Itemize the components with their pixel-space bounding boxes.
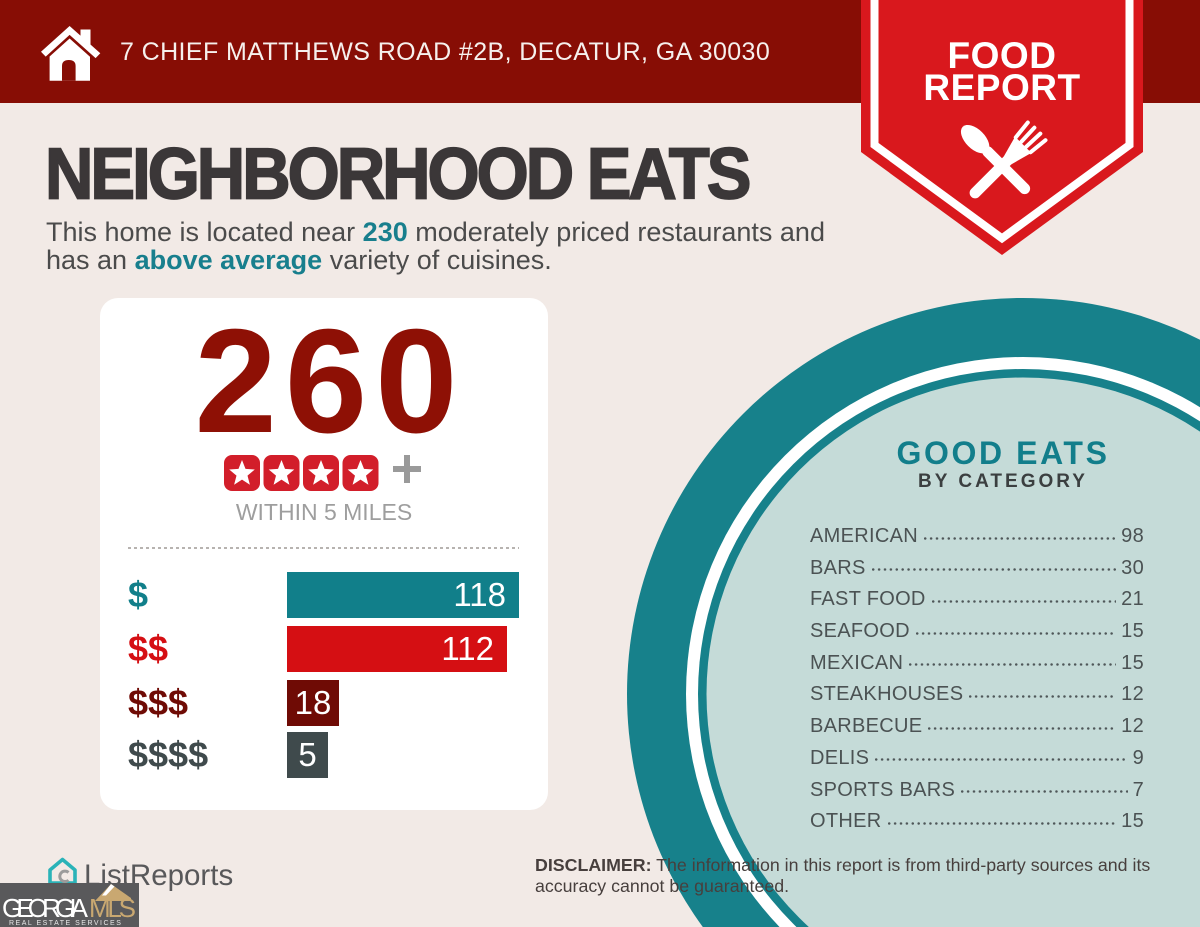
svg-text:FOOD: FOOD <box>948 35 1057 76</box>
svg-text:GEORGIA: GEORGIA <box>2 893 89 923</box>
svg-text:REAL ESTATE SERVICES: REAL ESTATE SERVICES <box>9 920 122 927</box>
svg-text:MLS: MLS <box>89 893 136 923</box>
svg-text:REPORT: REPORT <box>923 67 1080 108</box>
